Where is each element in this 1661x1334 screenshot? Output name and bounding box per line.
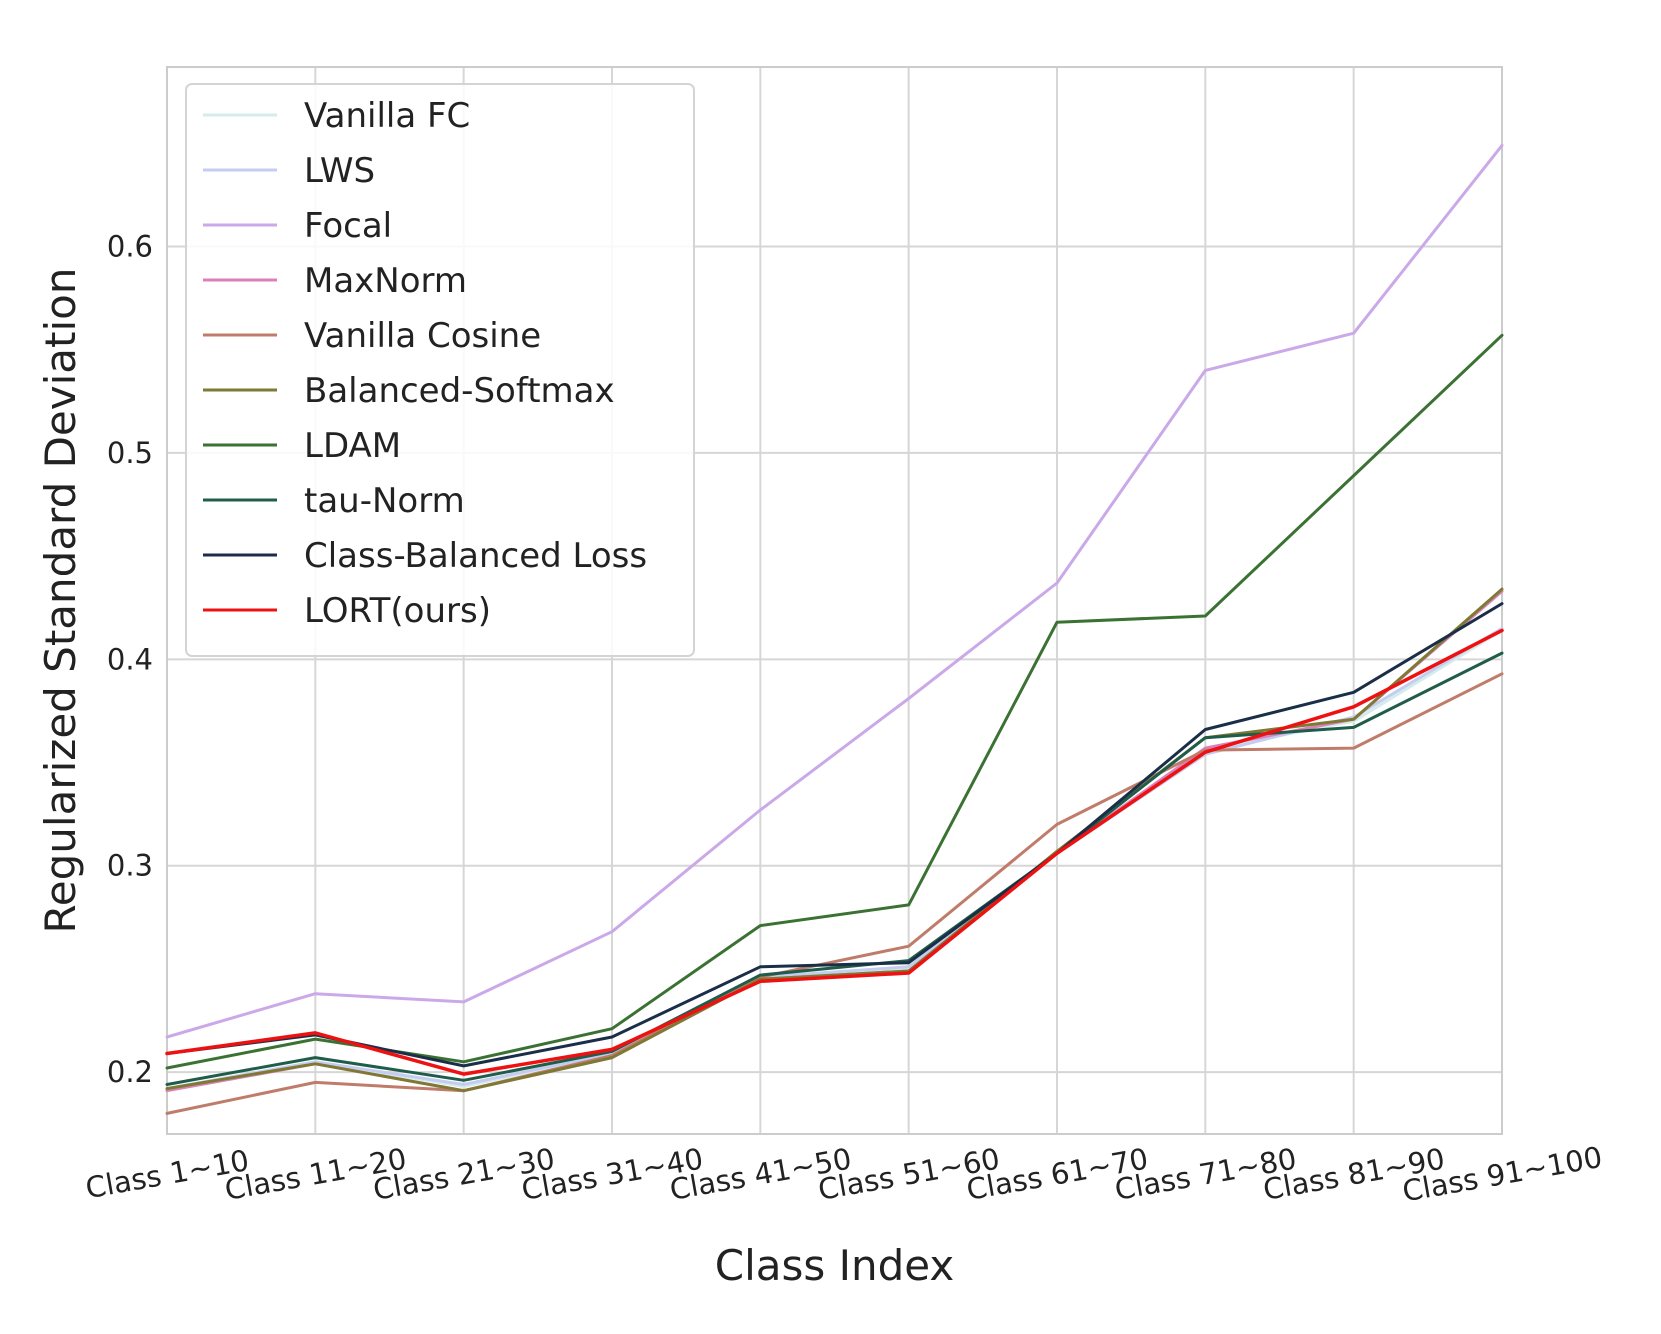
- series-line: [165, 651, 1504, 1086]
- legend-label: LDAM: [304, 426, 401, 466]
- series-line: [165, 589, 1504, 1093]
- series-line: [165, 587, 1504, 1093]
- legend-label: MaxNorm: [304, 261, 467, 301]
- series-line: [165, 672, 1504, 1115]
- legend-label: tau-Norm: [304, 481, 465, 521]
- legend-label: LORT(ours): [304, 591, 491, 631]
- legend-label: Vanilla Cosine: [304, 316, 541, 356]
- legend-label: Class-Balanced Loss: [304, 536, 647, 576]
- y-tick-label: 0.4: [107, 642, 153, 676]
- series-line: [165, 626, 1504, 1091]
- legend-label: LWS: [304, 151, 375, 191]
- legend-label: Vanilla FC: [304, 96, 470, 136]
- y-axis-title: Regularized Standard Deviation: [36, 268, 85, 934]
- y-axis-ticks: 0.2 0.3 0.4 0.5 0.6: [107, 230, 153, 1090]
- legend-label: Balanced-Softmax: [304, 371, 615, 411]
- y-tick-label: 0.5: [107, 436, 153, 470]
- series-line: [165, 143, 1504, 1039]
- y-tick-label: 0.3: [107, 849, 153, 883]
- legend-label: Focal: [304, 206, 392, 246]
- series-line: [165, 628, 1504, 1091]
- x-axis-title: Class Index: [715, 1241, 954, 1290]
- y-tick-label: 0.6: [107, 230, 153, 264]
- plot-frame: [166, 66, 1503, 1135]
- y-tick-label: 0.2: [107, 1055, 153, 1089]
- series-line: [165, 602, 1504, 1068]
- series-line: [165, 628, 1504, 1076]
- series-layer: [165, 143, 1504, 1115]
- legend-box: [185, 83, 695, 657]
- legend: Vanilla FC LWS Focal MaxNorm Vanilla Cosine B…: [185, 83, 695, 657]
